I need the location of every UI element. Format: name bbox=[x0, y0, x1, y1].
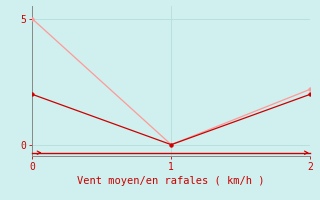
X-axis label: Vent moyen/en rafales ( km/h ): Vent moyen/en rafales ( km/h ) bbox=[77, 176, 265, 186]
